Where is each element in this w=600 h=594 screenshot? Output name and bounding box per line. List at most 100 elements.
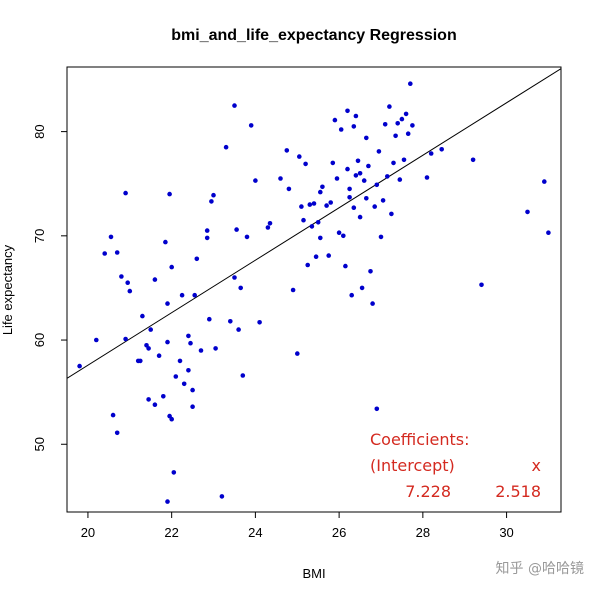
data-point [334, 176, 340, 181]
data-point [146, 397, 151, 402]
data-point [370, 301, 375, 306]
data-point [102, 251, 107, 256]
data-point [374, 182, 380, 188]
data-point [353, 173, 359, 178]
data-point [148, 327, 153, 332]
slope-label: x [532, 456, 541, 475]
data-point [278, 176, 283, 181]
data-point [470, 157, 476, 163]
data-point [232, 103, 237, 108]
data-point [326, 253, 332, 258]
data-point [219, 494, 225, 499]
data-point [204, 228, 210, 233]
data-point [410, 123, 415, 128]
intercept-value: 7.228 [405, 482, 451, 501]
data-point [110, 412, 116, 418]
data-point [161, 394, 166, 399]
data-point [169, 264, 174, 270]
data-point [156, 353, 162, 359]
y-tick-label: 50 [32, 437, 47, 451]
data-point [165, 301, 170, 306]
data-point [297, 154, 302, 159]
data-point [198, 348, 204, 353]
data-point [253, 178, 258, 183]
data-point [123, 190, 128, 196]
data-point [399, 116, 405, 122]
data-point [244, 234, 250, 240]
data-point [347, 195, 352, 200]
data-point [299, 204, 304, 209]
data-point [190, 404, 195, 410]
data-point [305, 262, 311, 268]
data-point [186, 333, 191, 339]
watermark: 知乎 @哈哈镜 [496, 560, 584, 577]
data-point [364, 196, 369, 201]
data-point [378, 234, 384, 240]
y-tick-label: 80 [32, 124, 47, 138]
data-point [345, 108, 350, 114]
data-point [138, 358, 143, 364]
data-point [267, 221, 273, 226]
data-point [351, 205, 357, 210]
data-point [265, 225, 271, 230]
data-point [167, 191, 172, 197]
data-point [257, 320, 262, 325]
x-tick-label: 20 [81, 525, 95, 540]
data-point [318, 235, 323, 241]
x-tick-label: 30 [499, 525, 513, 540]
x-axis: 20 22 24 26 28 30 [81, 512, 514, 540]
data-point [376, 149, 382, 154]
data-point [318, 189, 323, 195]
data-point [223, 144, 229, 150]
data-point [307, 202, 313, 207]
data-point [546, 230, 551, 235]
y-axis-label: Life expectancy [0, 244, 15, 335]
data-point [207, 316, 212, 322]
data-point [194, 256, 200, 262]
data-point [405, 131, 411, 136]
data-point [171, 470, 177, 475]
x-tick-label: 24 [248, 525, 262, 540]
data-point [301, 217, 306, 223]
data-point [119, 274, 124, 279]
data-point [403, 111, 409, 117]
plot-frame [66, 66, 562, 513]
x-tick-label: 26 [332, 525, 346, 540]
data-point [146, 346, 151, 351]
data-point [211, 192, 216, 198]
data-point [389, 211, 394, 217]
regression-line-group [67, 68, 561, 379]
data-point [303, 161, 308, 167]
data-point [248, 123, 254, 128]
data-point [123, 336, 128, 342]
data-point [380, 198, 386, 203]
data-point [324, 203, 329, 208]
data-point [234, 227, 239, 232]
data-point [295, 351, 300, 356]
data-point [385, 174, 390, 179]
data-point [125, 280, 130, 286]
data-point [372, 204, 378, 209]
coefficients-header: Coefficients: [370, 430, 470, 449]
data-point [114, 250, 120, 255]
data-point [320, 184, 325, 190]
data-point [188, 340, 193, 346]
data-point [238, 285, 243, 291]
data-point [428, 151, 434, 156]
data-point [313, 254, 319, 259]
data-point [140, 313, 145, 319]
x-tick-label: 22 [164, 525, 178, 540]
data-point [439, 147, 445, 152]
x-tick-label: 28 [416, 525, 430, 540]
data-point [330, 160, 336, 166]
data-point [315, 220, 321, 225]
data-point [240, 373, 246, 378]
data-point [542, 179, 547, 184]
data-point [353, 113, 359, 119]
y-axis: 50 60 70 80 [32, 124, 67, 451]
data-point [152, 277, 158, 282]
data-point [173, 374, 179, 379]
data-points [77, 81, 551, 504]
data-point [192, 292, 197, 298]
